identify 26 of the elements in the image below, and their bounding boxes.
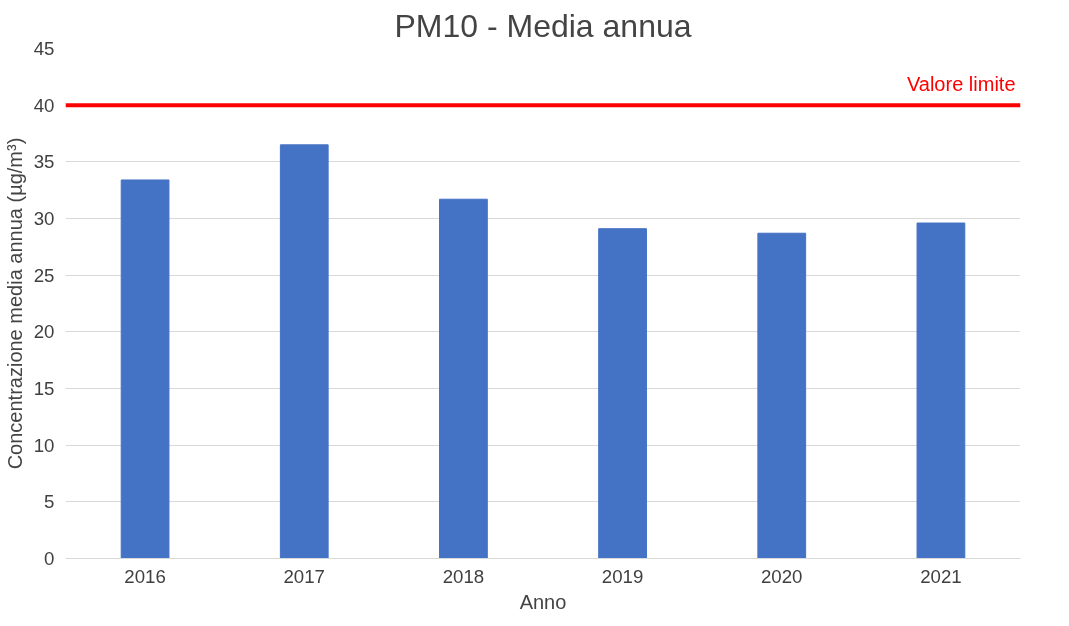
bar [916,222,966,559]
bar [598,228,647,559]
y-tick-label: 0 [44,548,55,569]
x-tick-label: 2018 [442,565,485,587]
bar [439,198,488,559]
bar [757,232,807,559]
y-tick-label: 35 [33,151,55,173]
x-axis-title: Anno [519,590,567,613]
y-axis-title: Concentrazione media annua (µg/m³) [3,137,26,470]
x-tick-label: 2020 [761,565,803,587]
y-tick-label: 5 [44,491,55,513]
x-tick-label: 2019 [601,565,644,587]
y-tick-label: 30 [33,208,55,229]
y-tick-label: 25 [33,264,55,286]
y-tick-label: 40 [33,94,55,116]
x-tick-label: 2021 [920,565,962,587]
ref-line-label: Valore limite [906,73,1016,96]
y-tick-label: 45 [33,38,55,59]
bar [120,179,170,559]
x-tick-label: 2017 [283,565,326,587]
y-tick-label: 15 [33,378,55,399]
bar [279,144,329,559]
y-tick-label: 10 [33,434,55,456]
y-tick-label: 20 [33,321,55,343]
chart-title: PM10 - Media annua [394,7,692,44]
x-tick-label: 2016 [124,565,166,587]
